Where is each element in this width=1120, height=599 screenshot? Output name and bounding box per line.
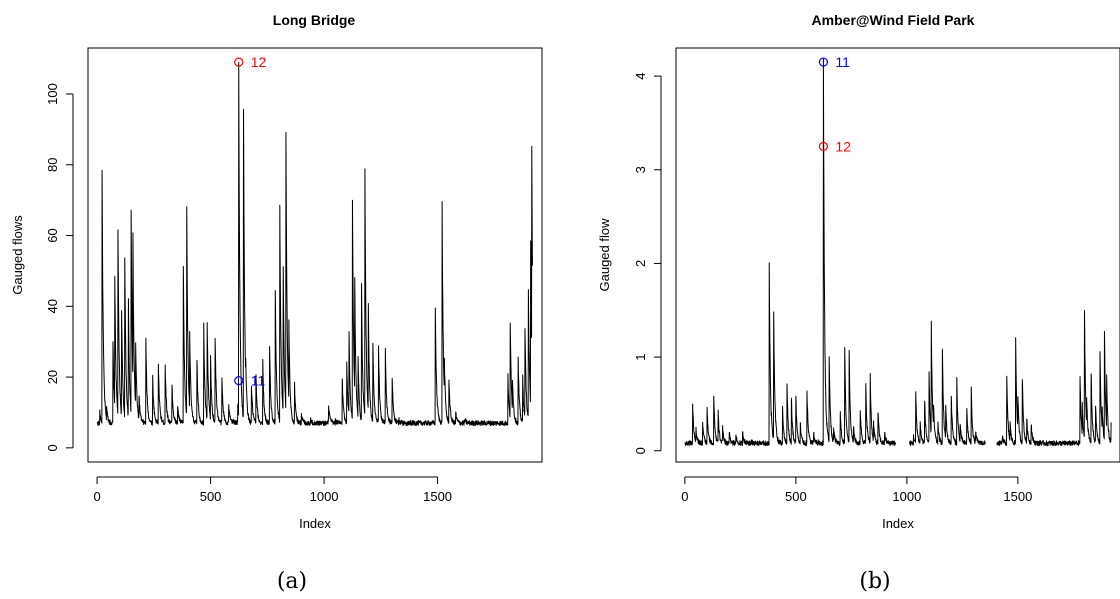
annotation-label: 11 <box>835 54 850 70</box>
x-axis-label: Index <box>882 516 914 531</box>
y-tick-label: 0 <box>45 444 60 451</box>
y-tick-label: 60 <box>45 228 60 242</box>
x-tick-label: 1500 <box>1003 489 1032 504</box>
annotation-marker <box>234 376 244 386</box>
x-tick-label: 1000 <box>310 489 339 504</box>
annotation-marker <box>818 141 829 151</box>
annotation-label: 12 <box>251 54 267 70</box>
x-tick-label: 1000 <box>892 489 921 504</box>
y-tick-label: 20 <box>45 370 60 384</box>
series-line <box>684 58 897 447</box>
y-tick-label: 100 <box>45 83 60 105</box>
chart-long-bridge: Long Bridge 0 500 1000 1500 Index 0 20 40 60 80 100… <box>10 12 543 594</box>
y-tick-label: 0 <box>633 447 648 454</box>
chart-title: Amber@Wind Field Park <box>812 12 975 28</box>
annotation-label: 11 <box>251 373 266 389</box>
y-tick-label: 80 <box>45 158 60 172</box>
series-line <box>996 309 1112 447</box>
plot-frame <box>87 47 543 463</box>
series-line <box>908 320 986 447</box>
y-tick-label: 2 <box>633 260 648 267</box>
chart-title: Long Bridge <box>273 12 356 28</box>
annotation-label: 12 <box>835 138 851 154</box>
y-tick-label: 3 <box>633 166 648 173</box>
y-axis-label: Gauged flows <box>10 215 25 295</box>
x-tick-label: 500 <box>785 489 807 504</box>
x-tick-label: 500 <box>200 489 222 504</box>
panel-caption: (a) <box>277 569 307 594</box>
y-tick-label: 4 <box>633 72 648 79</box>
chart-amber-wind-field-park: Amber@Wind Field Park 0 500 1000 1500 Index 0 1… <box>597 12 1120 594</box>
x-axis-label: Index <box>299 516 331 531</box>
plot-frame <box>675 47 1120 463</box>
y-tick-label: 40 <box>45 299 60 313</box>
x-tick-label: 0 <box>681 489 688 504</box>
y-axis-label: Gauged flow <box>597 218 612 292</box>
x-tick-label: 1500 <box>423 489 452 504</box>
series-line <box>96 61 533 427</box>
y-tick-label: 1 <box>633 353 648 360</box>
x-tick-label: 0 <box>93 489 100 504</box>
annotation-marker <box>818 57 829 67</box>
panel-caption: (b) <box>859 569 890 594</box>
annotation-marker <box>234 57 244 67</box>
